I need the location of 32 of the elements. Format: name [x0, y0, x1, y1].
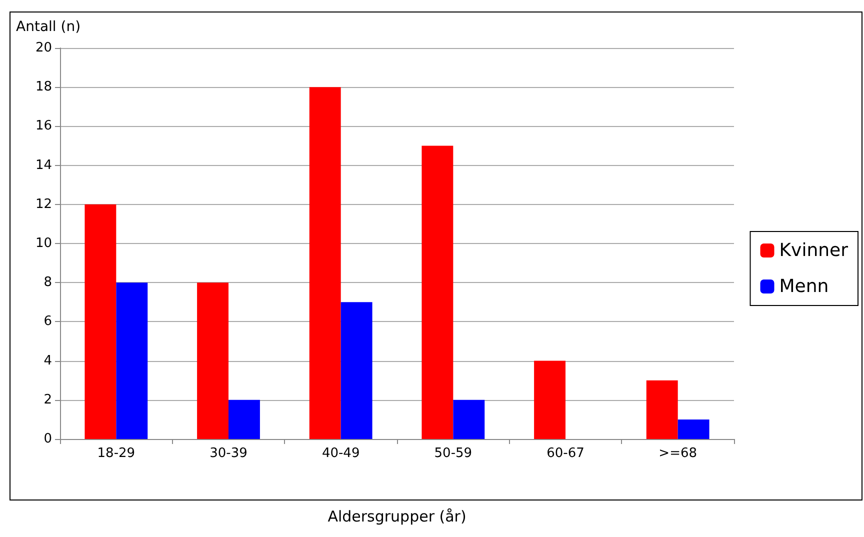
x-tick-label: >=68 — [658, 446, 697, 461]
bar — [646, 380, 678, 439]
y-tick-label: 8 — [44, 275, 52, 290]
x-tick-label: 18-29 — [97, 446, 136, 461]
bar — [678, 419, 710, 439]
x-tick-label: 30-39 — [210, 446, 248, 461]
bar — [309, 87, 341, 439]
y-tick-label: 6 — [44, 314, 52, 330]
y-tick-label: 12 — [35, 196, 52, 212]
x-tick-label: 40-49 — [322, 446, 360, 461]
y-tick-label: 2 — [44, 392, 52, 408]
y-tick-label: 20 — [35, 40, 52, 56]
bar — [534, 360, 566, 439]
bar — [84, 204, 116, 439]
y-axis-title: Antall (n) — [16, 19, 81, 35]
bar — [197, 282, 228, 439]
y-tick-label: 4 — [44, 353, 52, 368]
bar — [340, 302, 372, 439]
y-tick-label: 0 — [44, 432, 52, 446]
x-tick-label: 60-67 — [546, 446, 584, 461]
y-tick-label: 18 — [35, 80, 52, 95]
bar — [228, 400, 260, 439]
bar — [116, 282, 148, 439]
legend-label: Kvinner — [779, 240, 849, 261]
bar — [453, 400, 485, 439]
y-tick-label: 16 — [35, 118, 52, 134]
legend-label: Menn — [779, 276, 829, 297]
bar — [422, 146, 454, 439]
x-axis-title: Aldersgrupper (år) — [328, 508, 466, 526]
y-tick-label: 14 — [35, 158, 52, 173]
y-tick-label: 10 — [35, 236, 52, 251]
x-tick-label: 50-59 — [434, 446, 472, 461]
